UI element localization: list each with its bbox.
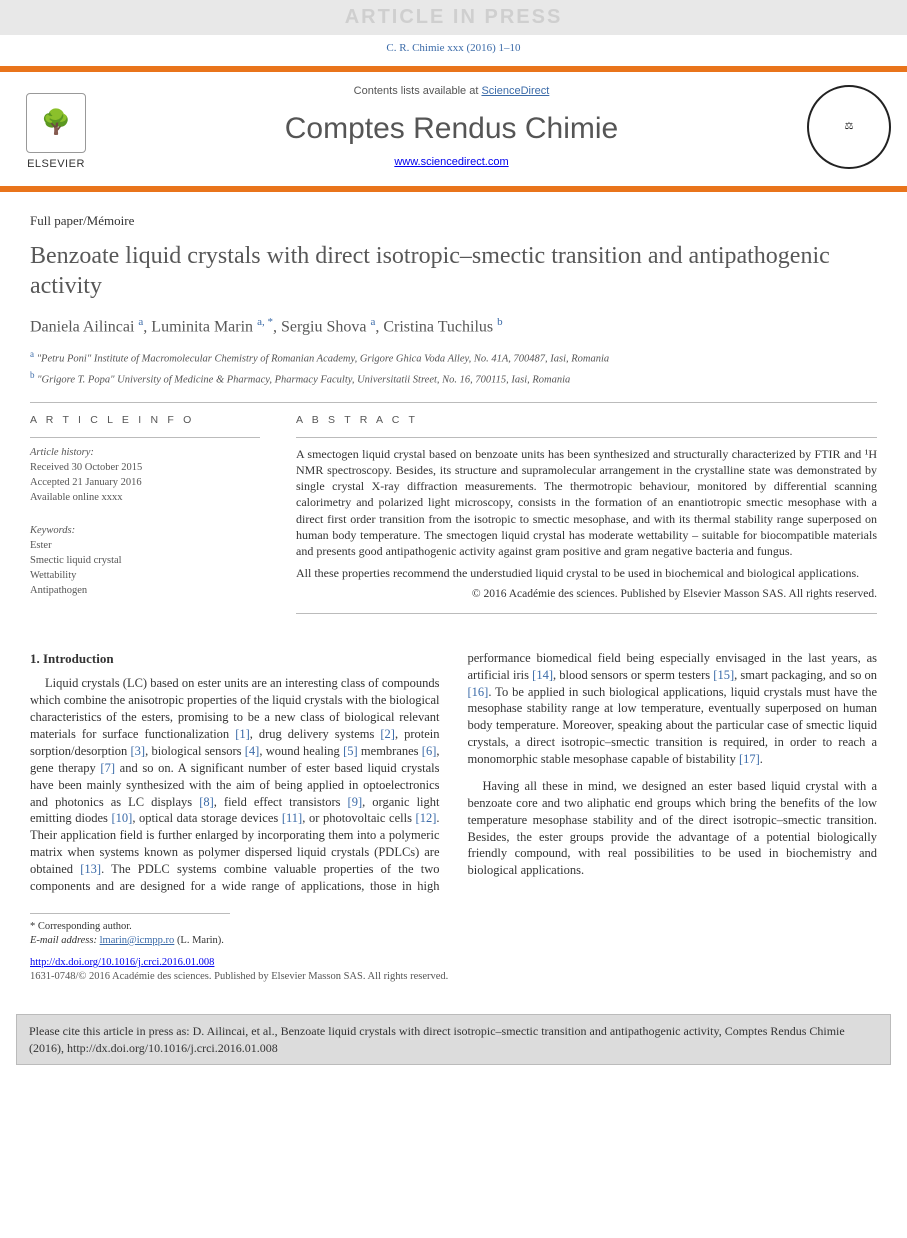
keywords-label: Keywords: — [30, 524, 260, 538]
ref-link[interactable]: [3] — [130, 744, 145, 758]
author-list: Daniela Ailincai a, Luminita Marin a, *,… — [30, 315, 877, 338]
body-text: , blood sensors or sperm testers — [553, 668, 713, 682]
article-history: Article history: Received 30 October 201… — [30, 446, 260, 506]
keyword: Ester — [30, 539, 260, 553]
affiliation-text: "Petru Poni" Institute of Macromolecular… — [37, 354, 610, 365]
keyword: Smectic liquid crystal — [30, 554, 260, 568]
ref-link[interactable]: [11] — [282, 811, 302, 825]
body-text: , smart packaging, and so on — [734, 668, 877, 682]
author-name: Sergiu Shova — [281, 319, 366, 336]
online-date: Available online xxxx — [30, 491, 260, 505]
affiliation-text: "Grigore T. Popa" University of Medicine… — [37, 374, 570, 385]
elsevier-tree-icon: 🌳 — [26, 93, 86, 153]
affiliation: b "Grigore T. Popa" University of Medici… — [30, 369, 877, 388]
keywords-block: Keywords: Ester Smectic liquid crystal W… — [30, 524, 260, 599]
issn-line: 1631-0748/© 2016 Académie des sciences. … — [30, 970, 877, 984]
ref-link[interactable]: [9] — [348, 795, 363, 809]
ref-link[interactable]: [7] — [100, 761, 115, 775]
received-date: Received 30 October 2015 — [30, 461, 260, 475]
ref-link[interactable]: [8] — [199, 795, 214, 809]
ref-link[interactable]: [12] — [416, 811, 437, 825]
ref-link[interactable]: [14] — [532, 668, 553, 682]
corr-label: * Corresponding author. — [30, 920, 877, 934]
divider — [30, 437, 260, 438]
abstract-p2: All these properties recommend the under… — [296, 565, 877, 581]
contents-lists-line: Contents lists available at ScienceDirec… — [110, 84, 793, 99]
journal-url-link[interactable]: www.sciencedirect.com — [394, 156, 508, 168]
divider — [30, 402, 877, 403]
corresponding-author-block: * Corresponding author. E-mail address: … — [30, 920, 877, 948]
body-text: , wound healing — [259, 744, 343, 758]
ref-link[interactable]: [6] — [422, 744, 437, 758]
journal-title: Comptes Rendus Chimie — [110, 109, 793, 150]
body-text: , field effect transistors — [214, 795, 348, 809]
email-label: E-mail address: — [30, 935, 97, 946]
ref-link[interactable]: [13] — [80, 862, 101, 876]
section-1-head: 1. Introduction — [30, 650, 440, 668]
body-text: , or photovoltaic cells — [302, 811, 415, 825]
email-owner: (L. Marin). — [177, 935, 224, 946]
cite-doi: http://dx.doi.org/10.1016/j.crci.2016.01… — [67, 1041, 278, 1055]
elsevier-logo: 🌳 ELSEVIER — [16, 82, 96, 172]
accepted-date: Accepted 21 January 2016 — [30, 476, 260, 490]
academy-seal-icon: ⚖︎ — [807, 85, 891, 169]
body-text: , biological sensors — [145, 744, 245, 758]
ref-link[interactable]: [17] — [739, 752, 760, 766]
article-in-press-banner: ARTICLE IN PRESS — [0, 0, 907, 35]
ref-link[interactable]: [4] — [245, 744, 260, 758]
divider — [296, 437, 877, 438]
body-text: , drug delivery systems — [250, 727, 381, 741]
abstract-p1: A smectogen liquid crystal based on benz… — [296, 446, 877, 559]
keyword: Wettability — [30, 569, 260, 583]
top-journal-ref: C. R. Chimie xxx (2016) 1–10 — [0, 41, 907, 56]
body-two-column: 1. Introduction Liquid crystals (LC) bas… — [30, 650, 877, 895]
ref-link[interactable]: [10] — [112, 811, 133, 825]
doi-link[interactable]: http://dx.doi.org/10.1016/j.crci.2016.01… — [30, 957, 214, 968]
lists-prefix: Contents lists available at — [354, 85, 482, 97]
divider — [296, 613, 877, 614]
history-label: Article history: — [30, 446, 260, 460]
ref-link[interactable]: [1] — [235, 727, 250, 741]
elsevier-label: ELSEVIER — [27, 157, 85, 172]
ref-link[interactable]: [2] — [380, 727, 395, 741]
body-text: . To be applied in such biological appli… — [468, 685, 878, 767]
author-aff-mark: a, * — [257, 316, 273, 328]
cite-box: Please cite this article in press as: D.… — [16, 1014, 891, 1064]
abstract-text: A smectogen liquid crystal based on benz… — [296, 446, 877, 603]
footnote-divider — [30, 913, 230, 914]
body-text: . — [760, 752, 763, 766]
abstract-head: A B S T R A C T — [296, 413, 877, 427]
ref-link[interactable]: [5] — [343, 744, 358, 758]
affiliation: a "Petru Poni" Institute of Macromolecul… — [30, 348, 877, 367]
article-title: Benzoate liquid crystals with direct iso… — [30, 241, 877, 301]
sciencedirect-link[interactable]: ScienceDirect — [481, 85, 549, 97]
author-name: Cristina Tuchilus — [383, 319, 493, 336]
author-name: Daniela Ailincai — [30, 319, 134, 336]
author-aff-mark: a — [370, 316, 375, 328]
ref-link[interactable]: [15] — [713, 668, 734, 682]
abstract-copyright: © 2016 Académie des sciences. Published … — [296, 587, 877, 603]
affiliation-mark: b — [30, 370, 35, 380]
author-aff-mark: a — [138, 316, 143, 328]
author-aff-mark: b — [497, 316, 503, 328]
body-text: , optical data storage devices — [132, 811, 282, 825]
journal-masthead: 🌳 ELSEVIER Contents lists available at S… — [0, 66, 907, 192]
body-text: membranes — [358, 744, 422, 758]
intro-para-2: Having all these in mind, we designed an… — [468, 778, 878, 879]
article-info-head: A R T I C L E I N F O — [30, 413, 260, 427]
author-name: Luminita Marin — [151, 319, 253, 336]
keyword: Antipathogen — [30, 584, 260, 598]
affiliation-mark: a — [30, 349, 34, 359]
ref-link[interactable]: [16] — [468, 685, 489, 699]
article-category: Full paper/Mémoire — [30, 212, 877, 230]
corr-email-link[interactable]: lmarin@icmpp.ro — [100, 935, 175, 946]
